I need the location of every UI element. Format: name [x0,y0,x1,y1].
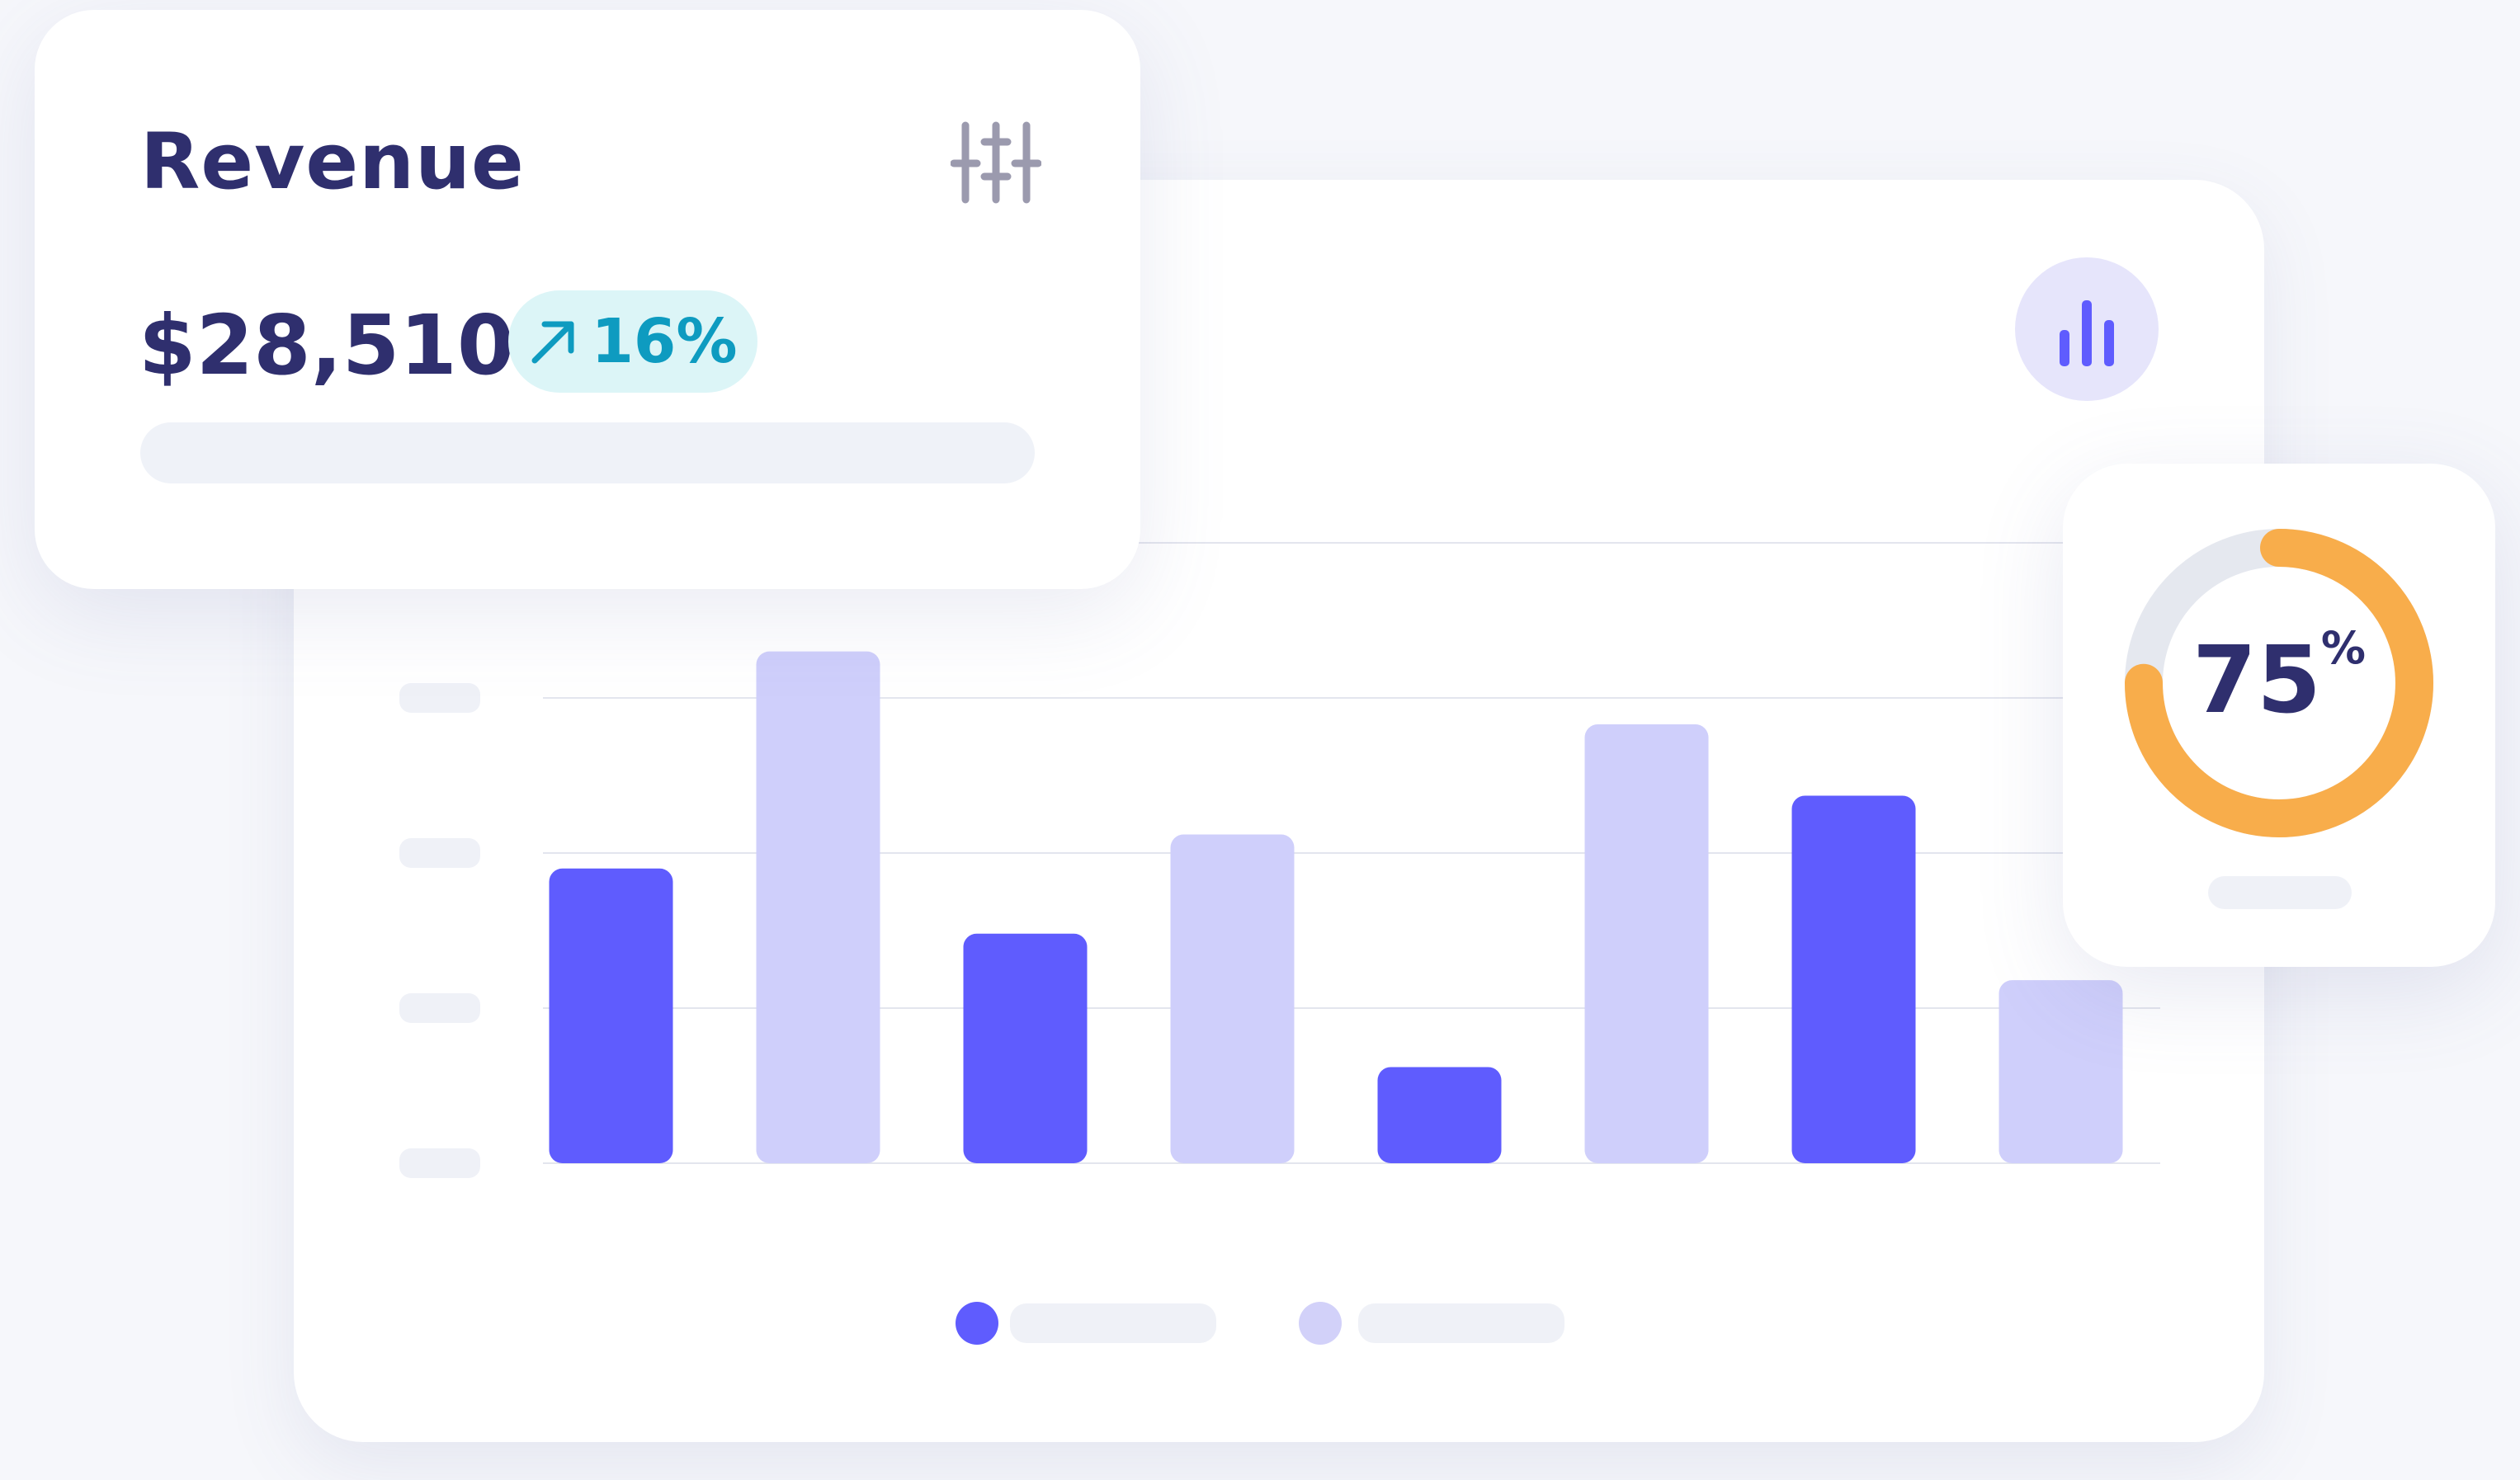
legend-dot-secondary [1299,1302,1342,1345]
revenue-progress-placeholder [140,422,1035,483]
revenue-value: $28,510 [139,297,515,394]
chart-card [294,180,2264,1442]
bar-8[interactable] [1999,980,2123,1163]
y-tick-placeholder [399,993,480,1023]
legend-label-placeholder [1010,1303,1216,1343]
bar-6[interactable] [1584,724,1709,1163]
bar-4[interactable] [1170,834,1295,1163]
y-tick-placeholder [399,838,480,868]
bar-5[interactable] [1377,1067,1502,1163]
chart-legend [956,1302,1564,1345]
revenue-title: Revenue [140,117,525,207]
donut-percent-label: 75% [2063,622,2495,734]
progress-donut [2125,529,2433,837]
bar-chart [399,542,2160,1178]
chart-icon-button[interactable] [2015,257,2159,401]
legend-label-placeholder [1358,1303,1564,1343]
bar-chart-icon [2060,300,2114,366]
y-tick-placeholder [399,683,480,713]
y-tick-placeholder [399,1148,480,1178]
bar-7[interactable] [1791,795,1916,1163]
donut-progress-arc [2125,529,2433,837]
donut-caption-placeholder [2208,876,2352,909]
legend-dot-primary [956,1302,998,1345]
bar-2[interactable] [756,651,880,1163]
donut-value: 75 [2192,627,2321,734]
revenue-card: Revenue $28,510 16% [35,10,1140,589]
donut-unit: % [2320,622,2366,674]
trend-percent: 16% [591,306,738,377]
sliders-icon[interactable] [951,117,1041,208]
progress-donut-card: 75% [2063,464,2495,967]
bar-1[interactable] [549,868,673,1163]
arrow-up-right-icon [531,321,574,364]
bar-3[interactable] [963,933,1088,1163]
trend-badge: 16% [508,290,757,393]
